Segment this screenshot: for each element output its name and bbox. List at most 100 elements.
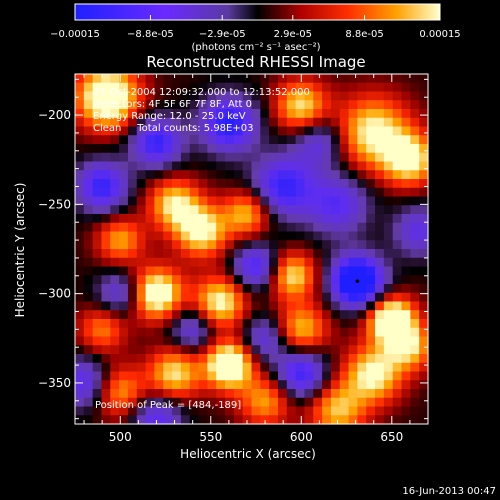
heatmap-cell [277, 275, 288, 285]
heatmap-cell [83, 327, 94, 338]
heatmap-cell [198, 152, 208, 163]
heatmap-cell [119, 170, 129, 180]
heatmap-cell [357, 240, 367, 250]
heatmap-cell [92, 301, 103, 311]
heatmap-cell [313, 187, 323, 198]
heatmap-cell [304, 406, 314, 416]
heatmap-cell [207, 82, 217, 93]
heatmap-cell [189, 319, 200, 329]
heatmap-cell [339, 205, 350, 215]
heatmap-cell [172, 240, 182, 250]
heatmap-cell [75, 362, 85, 373]
heatmap-cell [154, 74, 164, 84]
heatmap-cell [189, 327, 200, 338]
heatmap-cell [260, 74, 270, 84]
heatmap-cell [313, 354, 323, 364]
heatmap-cell [330, 310, 341, 320]
heatmap-cell [242, 257, 253, 268]
heatmap-cell [180, 152, 191, 163]
heatmap-cell [375, 284, 385, 294]
heatmap-cell [251, 109, 261, 119]
heatmap-cell [313, 345, 323, 355]
heatmap-cell [330, 415, 341, 425]
heatmap-cell [127, 327, 138, 338]
heatmap-cell [180, 109, 191, 119]
heatmap-cell [313, 214, 323, 224]
heatmap-cell [127, 91, 138, 101]
heatmap-cell [375, 126, 385, 136]
heatmap-cell [101, 319, 111, 329]
heatmap-cell [154, 117, 164, 128]
heatmap-cell [419, 196, 429, 206]
heatmap-cell [101, 266, 111, 276]
heatmap-cell [225, 196, 235, 206]
heatmap-cell [419, 327, 429, 338]
heatmap-cell [233, 406, 244, 416]
heatmap-cell [242, 117, 253, 128]
heatmap-cell [286, 135, 297, 145]
heatmap-cell [172, 100, 182, 110]
heatmap-cell [304, 144, 314, 154]
heatmap-cell [348, 362, 358, 373]
heatmap-cell [163, 135, 173, 145]
heatmap-cell [313, 152, 323, 163]
heatmap-cell [242, 292, 253, 303]
heatmap-cell [348, 170, 358, 180]
heatmap-cell [145, 389, 156, 399]
heatmap-cell [83, 205, 94, 215]
heatmap-cell [357, 380, 367, 390]
heatmap-cell [225, 406, 235, 416]
heatmap-cell [392, 187, 403, 198]
heatmap-cell [269, 222, 279, 233]
heatmap-cell [366, 389, 376, 399]
heatmap-cell [189, 152, 200, 163]
heatmap-cell [154, 371, 164, 381]
heatmap-cell [92, 336, 103, 346]
heatmap-cell [189, 231, 200, 241]
heatmap-cell [83, 100, 94, 110]
heatmap-cell [313, 126, 323, 136]
heatmap-cell [260, 380, 270, 390]
heatmap-cell [83, 91, 94, 101]
heatmap-cell [286, 336, 297, 346]
heatmap-cell [295, 214, 306, 224]
heatmap-cell [180, 362, 191, 373]
heatmap-cell [295, 292, 306, 303]
heatmap-cell [419, 161, 429, 171]
heatmap-cell [207, 327, 217, 338]
heatmap-cell [366, 284, 376, 294]
heatmap-cell [339, 249, 350, 259]
heatmap-cell [295, 380, 306, 390]
heatmap-cell [277, 222, 288, 233]
heatmap-cell [207, 371, 217, 381]
heatmap-cell [348, 161, 358, 171]
heatmap-cell [225, 170, 235, 180]
heatmap-cell [286, 117, 297, 128]
heatmap-cell [189, 117, 200, 128]
heatmap-cell [119, 100, 129, 110]
heatmap-cell [330, 126, 341, 136]
heatmap-cell [330, 82, 341, 93]
heatmap-cell [180, 161, 191, 171]
heatmap-cell [92, 284, 103, 294]
heatmap-cell [145, 380, 156, 390]
heatmap-cell [322, 100, 332, 110]
heatmap-cell [163, 126, 173, 136]
heatmap-cell [392, 214, 403, 224]
heatmap-cell [383, 179, 394, 189]
heatmap-cell [269, 152, 279, 163]
heatmap-cell [277, 179, 288, 189]
heatmap-cell [172, 397, 182, 408]
heatmap-cell [357, 161, 367, 171]
heatmap-cell [330, 152, 341, 163]
heatmap-cell [410, 362, 420, 373]
heatmap-cell [357, 389, 367, 399]
heatmap-cell [92, 205, 103, 215]
heatmap-cell [330, 100, 341, 110]
heatmap-cell [277, 415, 288, 425]
heatmap-cell [295, 249, 306, 259]
heatmap-cell [233, 415, 244, 425]
heatmap-cell [154, 336, 164, 346]
heatmap-cell [119, 196, 129, 206]
heatmap-cell [110, 249, 120, 259]
